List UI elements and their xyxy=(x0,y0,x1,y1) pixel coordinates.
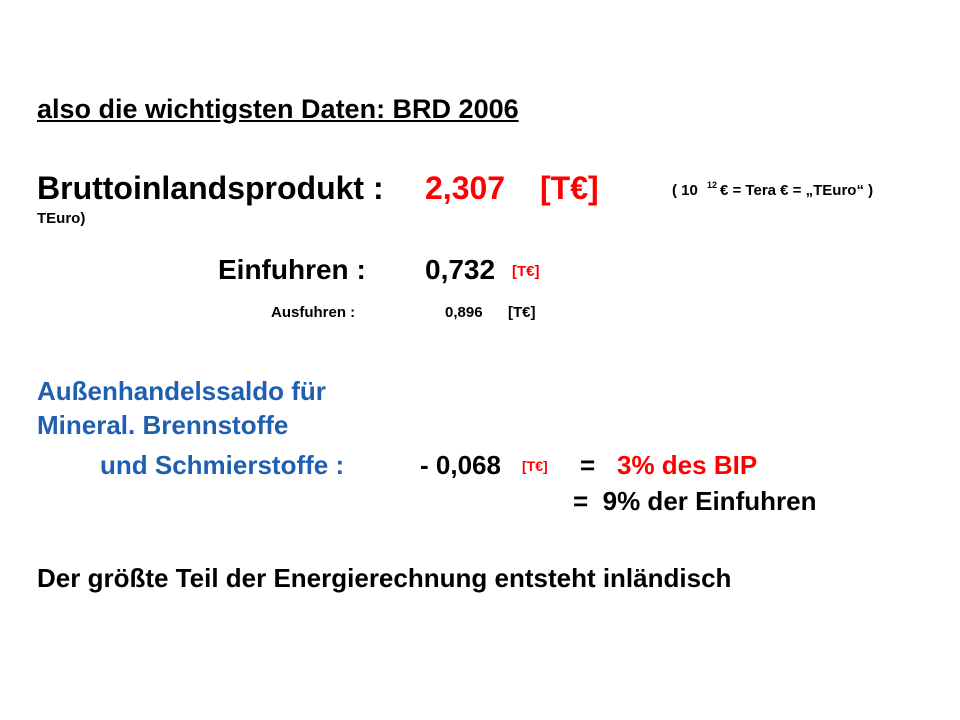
bip-note-tail: TEuro) xyxy=(37,210,86,227)
bip-note-open: ( 10 xyxy=(672,182,698,199)
einfuhren-value: 0,732 xyxy=(425,254,496,285)
bip-note-rest: € = Tera € = „TEuro“ ) xyxy=(720,182,874,199)
share-bip: 3% des BIP xyxy=(617,450,758,480)
einfuhren-label: Einfuhren : xyxy=(218,254,366,285)
saldo-unit: [T€] xyxy=(522,458,548,474)
heading: also die wichtigsten Daten: BRD 2006 xyxy=(37,94,519,124)
share-import: = 9% der Einfuhren xyxy=(573,486,817,516)
einfuhren-unit: [T€] xyxy=(512,263,540,280)
bip-note-exp: 12 xyxy=(707,180,718,190)
ausfuhren-value: 0,896 xyxy=(445,304,483,321)
bip-label: Bruttoinlandsprodukt : xyxy=(37,170,384,206)
saldo-line2: Mineral. Brennstoffe xyxy=(37,410,289,440)
conclusion: Der größte Teil der Energierechnung ents… xyxy=(37,563,732,593)
bip-value: 2,307 xyxy=(425,170,506,206)
ausfuhren-unit: [T€] xyxy=(508,304,536,321)
saldo-eq: = xyxy=(580,450,596,480)
bip-unit: [T€] xyxy=(540,170,599,206)
saldo-line3: und Schmierstoffe : xyxy=(100,450,345,480)
saldo-line1: Außenhandelssaldo für xyxy=(37,376,326,406)
ausfuhren-label: Ausfuhren : xyxy=(271,304,356,321)
saldo-value: - 0,068 xyxy=(420,450,501,480)
